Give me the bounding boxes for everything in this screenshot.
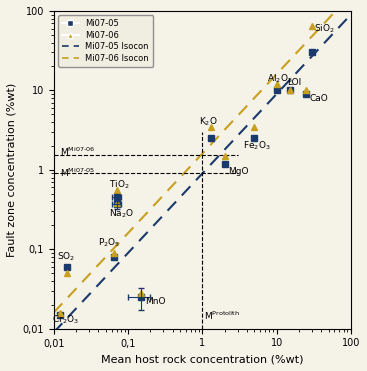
Text: M$^{\mathrm{Protolith}}$: M$^{\mathrm{Protolith}}$ [204, 310, 240, 322]
Text: M$^{\mathrm{Mi07\text{-}06}}$: M$^{\mathrm{Mi07\text{-}06}}$ [59, 145, 95, 158]
Text: Al$_2$O$_3$: Al$_2$O$_3$ [267, 73, 293, 85]
Text: M$^{\mathrm{Mi07\text{-}05}}$: M$^{\mathrm{Mi07\text{-}05}}$ [59, 167, 94, 179]
Text: LOI: LOI [287, 78, 302, 87]
Text: Fe$_2$O$_3$: Fe$_2$O$_3$ [243, 140, 270, 152]
Text: Na$_2$O: Na$_2$O [109, 207, 134, 220]
Text: SO$_2$: SO$_2$ [57, 251, 75, 263]
Text: CaO: CaO [310, 93, 328, 103]
Text: TiO$_2$: TiO$_2$ [109, 178, 130, 191]
Text: MnO: MnO [145, 297, 166, 306]
Y-axis label: Fault zone concentration (%wt): Fault zone concentration (%wt) [7, 83, 17, 257]
Text: P$_2$O$_5$: P$_2$O$_5$ [98, 237, 121, 249]
Text: K$_2$O: K$_2$O [199, 116, 218, 128]
Legend: Mi07-05, Mi07-06, Mi07-05 Isocon, Mi07-06 Isocon: Mi07-05, Mi07-06, Mi07-05 Isocon, Mi07-0… [58, 15, 153, 67]
X-axis label: Mean host rock concentration (%wt): Mean host rock concentration (%wt) [101, 354, 304, 364]
Text: SiO$_2$: SiO$_2$ [314, 22, 335, 35]
Text: MgO: MgO [228, 167, 248, 176]
Text: Cr$_2$O$_3$: Cr$_2$O$_3$ [52, 313, 79, 326]
